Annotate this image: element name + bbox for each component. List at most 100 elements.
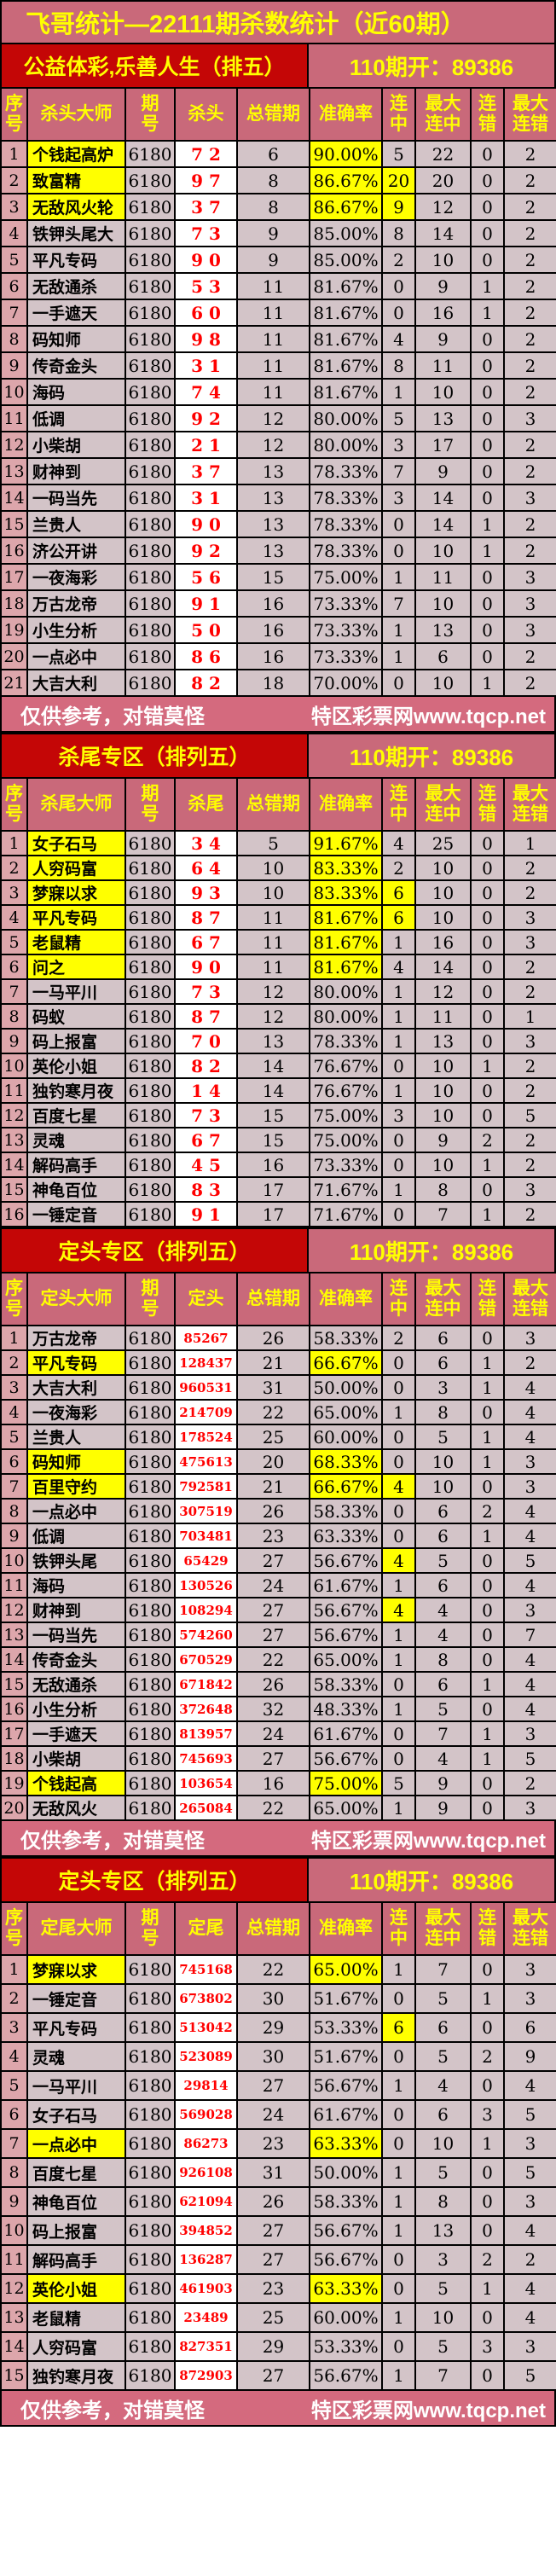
cell-acc: 58.33% bbox=[309, 1671, 383, 1697]
table-row: 19 个钱起高 6180 103654 16 75.00% 5 9 0 2 bbox=[0, 1770, 556, 1796]
column-header: 期号 bbox=[125, 87, 176, 142]
cell-streak: 1 bbox=[381, 1399, 416, 1425]
cell-streak: 20 bbox=[381, 166, 416, 194]
cell-max_miss_streak: 9 bbox=[503, 2041, 556, 2072]
cell-kill: 3 7 bbox=[174, 193, 238, 221]
cell-miss_streak: 2 bbox=[470, 1498, 505, 1524]
table-row: 15 兰贵人 6180 9 0 13 78.33% 0 14 1 2 bbox=[0, 510, 556, 538]
cell-streak: 0 bbox=[381, 1448, 416, 1475]
cell-no: 3 bbox=[0, 2012, 28, 2043]
kill-head-table: 序号 杀头大师 期号 杀头 总错期 准确率 连中 最大连中 连错 最大连错 1 个钱起高炉 6180 7… bbox=[0, 87, 556, 697]
cell-name: 百度七星 bbox=[26, 2157, 126, 2188]
cell-kill: 307519 bbox=[174, 1498, 238, 1524]
cell-no: 9 bbox=[0, 351, 28, 380]
cell-kill: 7 3 bbox=[174, 219, 238, 247]
cell-max_miss_streak: 4 bbox=[503, 1399, 556, 1425]
column-header: 连中 bbox=[381, 777, 416, 832]
cell-max_miss_streak: 4 bbox=[503, 1696, 556, 1722]
cell-max_streak: 10 bbox=[414, 589, 472, 618]
cell-name: 海码 bbox=[26, 378, 126, 406]
cell-name: 百度七星 bbox=[26, 1102, 126, 1128]
cell-kill: 9 0 bbox=[174, 246, 238, 274]
cell-miss: 27 bbox=[236, 2070, 310, 2101]
cell-kill: 670529 bbox=[174, 1646, 238, 1673]
cell-max_streak: 13 bbox=[414, 2215, 472, 2246]
cell-miss_streak: 0 bbox=[470, 1176, 505, 1203]
cell-acc: 75.00% bbox=[309, 1770, 383, 1796]
cell-no: 5 bbox=[0, 2070, 28, 2101]
column-header: 连错 bbox=[470, 1901, 505, 1956]
cell-max_miss_streak: 4 bbox=[503, 1523, 556, 1549]
cell-miss_streak: 0 bbox=[470, 1547, 505, 1574]
cell-max_miss_streak: 2 bbox=[503, 299, 556, 327]
cell-miss: 24 bbox=[236, 1720, 310, 1747]
table-row: 2 致富精 6180 9 7 8 86.67% 20 20 0 2 bbox=[0, 166, 556, 194]
cell-streak: 0 bbox=[381, 272, 416, 300]
cell-streak: 1 bbox=[381, 1696, 416, 1722]
cell-miss_streak: 1 bbox=[470, 272, 505, 300]
cell-miss: 25 bbox=[236, 2302, 310, 2333]
cell-period: 6180 bbox=[125, 2128, 176, 2159]
draw-result: 110期开：89386 bbox=[309, 44, 554, 87]
cell-name: 万古龙帝 bbox=[26, 1325, 126, 1351]
cell-no: 13 bbox=[0, 457, 28, 485]
table-row: 4 一夜海彩 6180 214709 22 65.00% 1 8 0 4 bbox=[0, 1399, 556, 1425]
cell-miss_streak: 0 bbox=[470, 1399, 505, 1425]
cell-miss: 11 bbox=[236, 929, 310, 955]
cell-max_streak: 10 bbox=[414, 855, 472, 881]
cell-acc: 50.00% bbox=[309, 1374, 383, 1401]
cell-period: 6180 bbox=[125, 272, 176, 300]
cell-max_streak: 7 bbox=[414, 1201, 472, 1227]
cell-max_miss_streak: 2 bbox=[503, 457, 556, 485]
cell-period: 6180 bbox=[125, 1424, 176, 1450]
cell-max_streak: 10 bbox=[414, 1473, 472, 1500]
cell-miss: 30 bbox=[236, 2041, 310, 2072]
cell-miss: 21 bbox=[236, 1473, 310, 1500]
cell-acc: 61.67% bbox=[309, 2099, 383, 2130]
cell-acc: 63.33% bbox=[309, 1523, 383, 1549]
cell-miss: 23 bbox=[236, 1523, 310, 1549]
cell-name: 码知师 bbox=[26, 325, 126, 353]
cell-streak: 0 bbox=[381, 1498, 416, 1524]
cell-kill: 3 1 bbox=[174, 484, 238, 512]
cell-miss_streak: 0 bbox=[470, 1795, 505, 1821]
cell-max_streak: 10 bbox=[414, 879, 472, 906]
cell-max_streak: 6 bbox=[414, 1572, 472, 1598]
cell-miss: 24 bbox=[236, 1572, 310, 1598]
cell-max_miss_streak: 3 bbox=[503, 484, 556, 512]
table-row: 7 一马平川 6180 7 3 12 80.00% 1 12 0 2 bbox=[0, 978, 556, 1005]
cell-streak: 1 bbox=[381, 1954, 416, 1985]
column-header: 连中 bbox=[381, 1272, 416, 1326]
cell-acc: 56.67% bbox=[309, 1547, 383, 1574]
cell-miss: 20 bbox=[236, 1448, 310, 1475]
section-title: 定头专区（排列五） bbox=[2, 1859, 309, 1901]
cell-kill: 523089 bbox=[174, 2041, 238, 2072]
cell-streak: 8 bbox=[381, 351, 416, 380]
table-row: 17 一夜海彩 6180 5 6 15 75.00% 1 11 0 3 bbox=[0, 563, 556, 591]
cell-miss: 26 bbox=[236, 1498, 310, 1524]
cell-max_streak: 11 bbox=[414, 563, 472, 591]
cell-max_streak: 10 bbox=[414, 246, 472, 274]
cell-name: 平凡专码 bbox=[26, 2012, 126, 2043]
cell-max_streak: 6 bbox=[414, 642, 472, 670]
cell-no: 10 bbox=[0, 1053, 28, 1079]
cell-kill: 9 3 bbox=[174, 879, 238, 906]
cell-streak: 7 bbox=[381, 589, 416, 618]
cell-kill: 103654 bbox=[174, 1770, 238, 1796]
site-link[interactable]: 特区彩票网www.tqcp.net bbox=[310, 2399, 546, 2422]
cell-max_miss_streak: 3 bbox=[503, 1795, 556, 1821]
cell-acc: 90.00% bbox=[309, 140, 383, 168]
cell-no: 12 bbox=[0, 1102, 28, 1128]
cell-period: 6180 bbox=[125, 954, 176, 980]
table-row: 15 独钓寒月夜 6180 872903 27 56.67% 1 7 0 5 bbox=[0, 2360, 556, 2391]
table-row: 15 无敌通杀 6180 671842 26 58.33% 0 6 1 4 bbox=[0, 1671, 556, 1697]
cell-no: 4 bbox=[0, 904, 28, 931]
site-link[interactable]: 特区彩票网www.tqcp.net bbox=[310, 1829, 546, 1853]
cell-streak: 5 bbox=[381, 1770, 416, 1796]
cell-miss: 27 bbox=[236, 1622, 310, 1648]
section-banner: 定头专区（排列五） 110期开：89386 bbox=[0, 1857, 556, 1901]
site-link[interactable]: 特区彩票网www.tqcp.net bbox=[310, 705, 546, 728]
table-row: 12 财神到 6180 108294 27 56.67% 4 4 0 3 bbox=[0, 1597, 556, 1623]
cell-streak: 0 bbox=[381, 1201, 416, 1227]
cell-max_miss_streak: 3 bbox=[503, 589, 556, 618]
